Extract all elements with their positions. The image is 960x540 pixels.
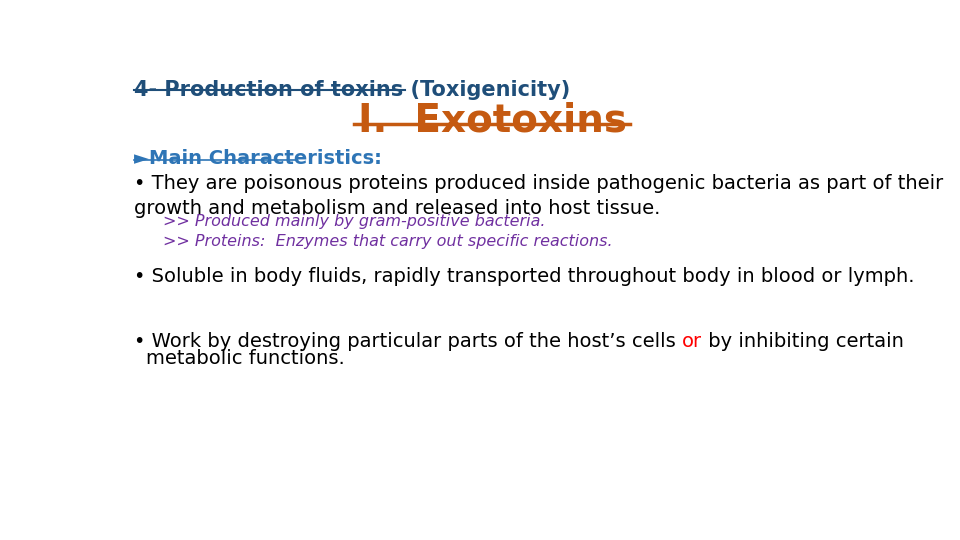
Text: • Soluble in body fluids, rapidly transported throughout body in blood or lymph.: • Soluble in body fluids, rapidly transp… xyxy=(134,267,915,286)
Text: 4- Production of toxins (Toxigenicity): 4- Production of toxins (Toxigenicity) xyxy=(134,80,570,100)
Text: metabolic functions.: metabolic functions. xyxy=(146,349,345,368)
Text: • They are poisonous proteins produced inside pathogenic bacteria as part of the: • They are poisonous proteins produced i… xyxy=(134,174,943,218)
Text: • Work by destroying particular parts of the host’s cells: • Work by destroying particular parts of… xyxy=(134,332,682,351)
Text: >> Produced mainly by gram-positive bacteria.: >> Produced mainly by gram-positive bact… xyxy=(162,214,545,229)
Text: or: or xyxy=(682,332,702,351)
Text: by inhibiting certain: by inhibiting certain xyxy=(702,332,904,351)
Text: >> Proteins:  Enzymes that carry out specific reactions.: >> Proteins: Enzymes that carry out spec… xyxy=(162,234,612,249)
Text: ►Main Characteristics:: ►Main Characteristics: xyxy=(134,150,382,168)
Text: I.  Exotoxins: I. Exotoxins xyxy=(357,102,627,140)
